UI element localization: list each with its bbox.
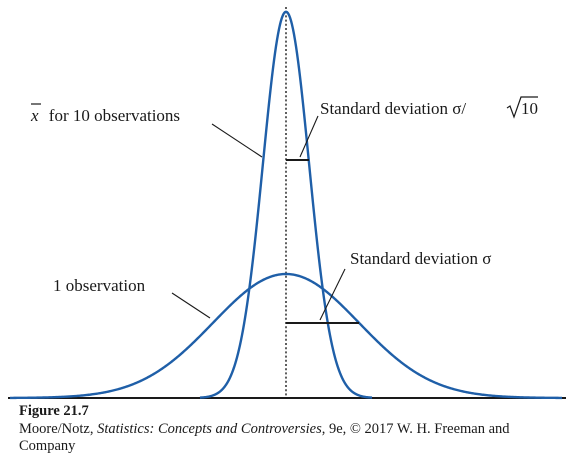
- figure-credit: Moore/Notz, Statistics: Concepts and Con…: [19, 421, 564, 455]
- single-curve-leader: [171, 292, 211, 319]
- credit-suffix: , 9e, © 2017 W. H. Freeman and Company: [19, 421, 510, 454]
- single-observation-curve: [9, 272, 563, 400]
- sd-mean-radicand: 10: [521, 99, 538, 118]
- sd-single-leader: [319, 268, 346, 321]
- credit-title: Statistics: Concepts and Controversies: [97, 421, 322, 437]
- sd-single-label: Standard deviation σ: [350, 249, 491, 268]
- svg-text:Standard deviation σ/: Standard deviation σ/: [320, 99, 466, 118]
- mean-curve-label: x for 10 observations: [30, 103, 180, 125]
- sd-mean-label-text: Standard deviation σ/: [320, 99, 466, 118]
- mean-of-10-curve: [199, 10, 373, 399]
- single-curve-label: 1 observation: [53, 276, 146, 295]
- mean-curve-leader: [211, 123, 263, 158]
- figure-number: Figure 21.7: [19, 403, 89, 419]
- normal-curves-diagram: x for 10 observations Standard deviation…: [8, 7, 566, 400]
- sd-mean-label: Standard deviation σ/ 10: [320, 96, 538, 119]
- x-bar-symbol: x: [30, 106, 39, 125]
- svg-text:x for 10 observations: x for 10 observations: [30, 106, 180, 125]
- sd-mean-leader: [299, 115, 319, 158]
- figure-caption: Figure 21.7 Moore/Notz, Statistics: Conc…: [19, 403, 564, 455]
- square-root-sign: [506, 96, 538, 119]
- mean-curve-label-text: for 10 observations: [49, 106, 180, 125]
- svg-text:10: 10: [521, 99, 538, 118]
- credit-prefix: Moore/Notz,: [19, 421, 98, 437]
